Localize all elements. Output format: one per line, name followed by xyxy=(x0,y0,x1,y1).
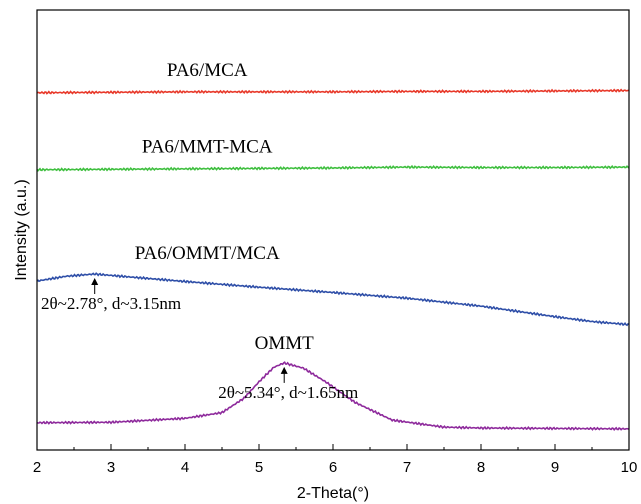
x-axis-label: 2-Theta(°) xyxy=(297,485,369,502)
annotation-arrowhead-0 xyxy=(91,278,99,285)
x-tick-label-0: 2 xyxy=(33,459,41,476)
series-line-2 xyxy=(36,272,630,327)
x-tick-label-1: 3 xyxy=(107,459,115,476)
annotation-arrowhead-1 xyxy=(280,366,288,374)
series-label-layer: PA6/MCA PA6/MMT-MCA PA6/OMMT/MCA OMMT xyxy=(135,60,314,354)
x-tick-label-3: 5 xyxy=(255,459,263,476)
x-tick-label-8: 10 xyxy=(621,459,638,476)
series-label-0: PA6/MCA xyxy=(167,60,248,81)
y-axis-label: Intensity (a.u.) xyxy=(13,179,30,280)
series-label-1: PA6/MMT-MCA xyxy=(142,137,273,158)
annotation-layer: 2θ~2.78°, d~3.15nm 2θ~5.34°, d~1.65nm xyxy=(41,278,358,402)
series-line-3 xyxy=(36,361,630,431)
x-tick-label-5: 7 xyxy=(403,459,411,476)
x-tick-label-6: 8 xyxy=(477,459,485,476)
series-label-3: OMMT xyxy=(255,333,315,354)
series-line-0 xyxy=(36,88,630,95)
x-tick-label-7: 9 xyxy=(551,459,559,476)
series-line-1 xyxy=(36,164,630,172)
x-tick-label-2: 4 xyxy=(181,459,189,476)
annotation-text-1: 2θ~5.34°, d~1.65nm xyxy=(218,383,358,402)
series-label-2: PA6/OMMT/MCA xyxy=(135,243,280,264)
annotation-text-0: 2θ~2.78°, d~3.15nm xyxy=(41,294,181,313)
x-axis-ticks: 2 3 4 5 6 7 8 9 10 xyxy=(33,444,638,476)
series-layer xyxy=(36,88,630,431)
x-tick-label-4: 6 xyxy=(329,459,337,476)
